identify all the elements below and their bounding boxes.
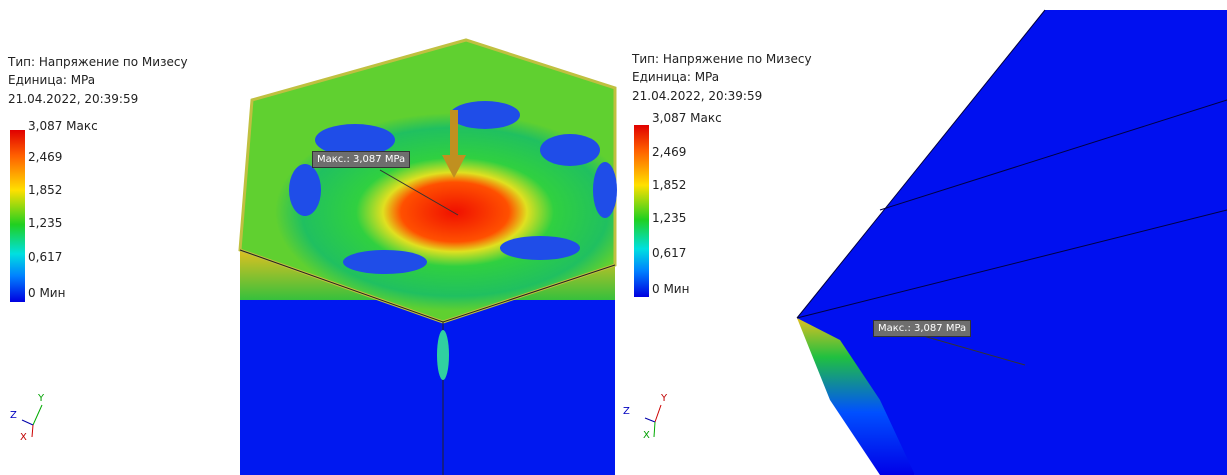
legend-label: 0,617 (28, 250, 62, 264)
legend-date: 21.04.2022, 20:39:59 (632, 89, 762, 103)
axis-label: Y (661, 393, 667, 404)
axis-label: Z (623, 406, 630, 417)
legend-type: Тип: Напряжение по Мизесу (632, 52, 812, 66)
legend-label: 1,852 (652, 178, 686, 192)
legend-label: 2,469 (652, 145, 686, 159)
max-callout: Макс.: 3,087 MPa (312, 151, 410, 168)
legend-unit: Единица: MPa (632, 70, 719, 84)
legend-date: 21.04.2022, 20:39:59 (8, 92, 138, 106)
legend-type: Тип: Напряжение по Мизесу (8, 55, 188, 69)
legend-label: 0 Мин (28, 286, 65, 300)
legend-label: 3,087 Макс (652, 111, 722, 125)
legend-label: 1,235 (652, 211, 686, 225)
legend-label: 2,469 (28, 150, 62, 164)
legend-label: 1,852 (28, 183, 62, 197)
panel: Тип: Напряжение по Мизесу Единица: MPa 21.… (615, 0, 1227, 475)
legend-label: 3,087 Макс (28, 119, 98, 133)
color-scale (634, 125, 649, 297)
axis-label: Z (10, 410, 17, 421)
legend-label: 1,235 (28, 216, 62, 230)
legend-label: 0 Мин (652, 282, 689, 296)
legend-unit: Единица: MPa (8, 73, 95, 87)
legend-label: 0,617 (652, 246, 686, 260)
screenshot: Тип: Напряжение по Мизесу Единица: MPa 21.… (0, 0, 1227, 475)
axis-label: X (20, 432, 27, 443)
axis-label: X (643, 430, 650, 441)
max-callout: Макс.: 3,087 MPa (873, 320, 971, 337)
panel: Тип: Напряжение по Мизесу Единица: MPa 21.… (0, 0, 615, 475)
color-scale (10, 130, 25, 302)
axis-label: Y (38, 393, 44, 404)
